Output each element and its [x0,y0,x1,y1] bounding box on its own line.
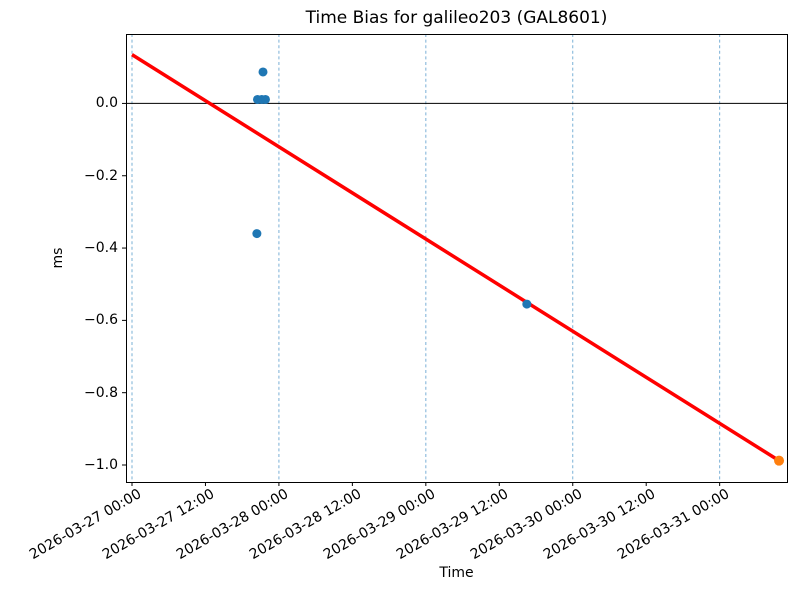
bias-observations-point [258,67,268,77]
latest-observation-point [774,455,785,466]
bias-observations-point [522,299,532,309]
bias-observations-point [260,94,270,104]
trend-line [131,53,780,463]
axes-frame [126,34,788,483]
y-tick-label: −0.8 [84,384,118,401]
y-tick-label: −0.4 [84,240,118,257]
x-axis-label: Time [439,565,474,581]
y-tick-label: −0.2 [84,167,118,184]
chart-title: Time Bias for galileo203 (GAL8601) [305,8,608,28]
y-tick-label: 0.0 [95,95,118,112]
bias-observations-point [252,229,262,239]
y-axis-label: ms [50,247,66,269]
y-tick-label: −0.6 [84,312,118,329]
y-tick-label: −1.0 [84,457,118,473]
